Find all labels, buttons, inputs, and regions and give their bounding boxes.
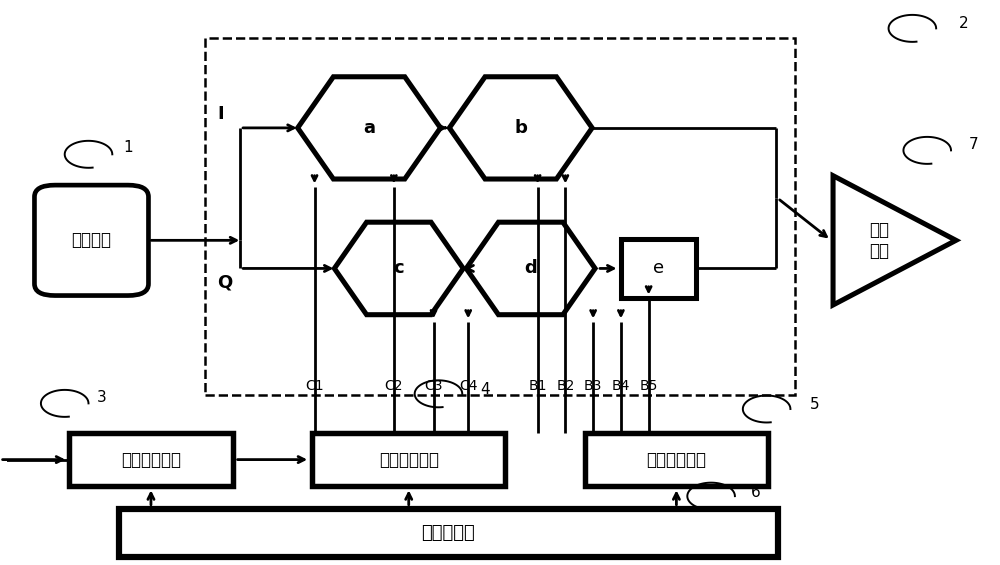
Polygon shape — [466, 222, 595, 315]
Text: 激光光源: 激光光源 — [71, 231, 111, 249]
Text: d: d — [524, 259, 537, 277]
Text: 偏压控制模块: 偏压控制模块 — [646, 451, 706, 468]
Text: 4: 4 — [480, 382, 490, 397]
FancyBboxPatch shape — [34, 185, 148, 295]
Text: 3: 3 — [96, 390, 106, 405]
Bar — [621, 239, 696, 298]
Text: 波形选择模块: 波形选择模块 — [121, 451, 181, 468]
Text: 1: 1 — [123, 140, 133, 155]
Text: a: a — [363, 119, 375, 137]
Text: B4: B4 — [612, 379, 630, 393]
Text: c: c — [393, 259, 404, 277]
Text: 主控制模块: 主控制模块 — [422, 524, 475, 542]
Text: 7: 7 — [969, 137, 978, 152]
Bar — [205, 38, 795, 395]
Text: B2: B2 — [556, 379, 575, 393]
Text: B1: B1 — [528, 379, 547, 393]
Text: 5: 5 — [810, 397, 820, 412]
Text: 驱动放大模块: 驱动放大模块 — [379, 451, 439, 468]
Text: C3: C3 — [424, 379, 443, 393]
Text: 光放
大器: 光放 大器 — [869, 221, 889, 260]
Polygon shape — [449, 77, 592, 179]
Bar — [69, 433, 233, 486]
Text: C4: C4 — [459, 379, 477, 393]
Polygon shape — [298, 77, 440, 179]
Text: C2: C2 — [385, 379, 403, 393]
Text: e: e — [653, 259, 664, 277]
Text: I: I — [217, 105, 224, 123]
Bar — [585, 433, 768, 486]
Bar — [312, 433, 505, 486]
Text: 6: 6 — [751, 485, 761, 499]
Polygon shape — [833, 176, 956, 305]
Text: 2: 2 — [959, 16, 969, 32]
Text: B5: B5 — [639, 379, 658, 393]
Bar — [119, 509, 778, 557]
Polygon shape — [334, 222, 463, 315]
Text: B3: B3 — [584, 379, 602, 393]
Text: Q: Q — [217, 273, 233, 292]
Text: b: b — [514, 119, 527, 137]
Text: C1: C1 — [305, 379, 324, 393]
